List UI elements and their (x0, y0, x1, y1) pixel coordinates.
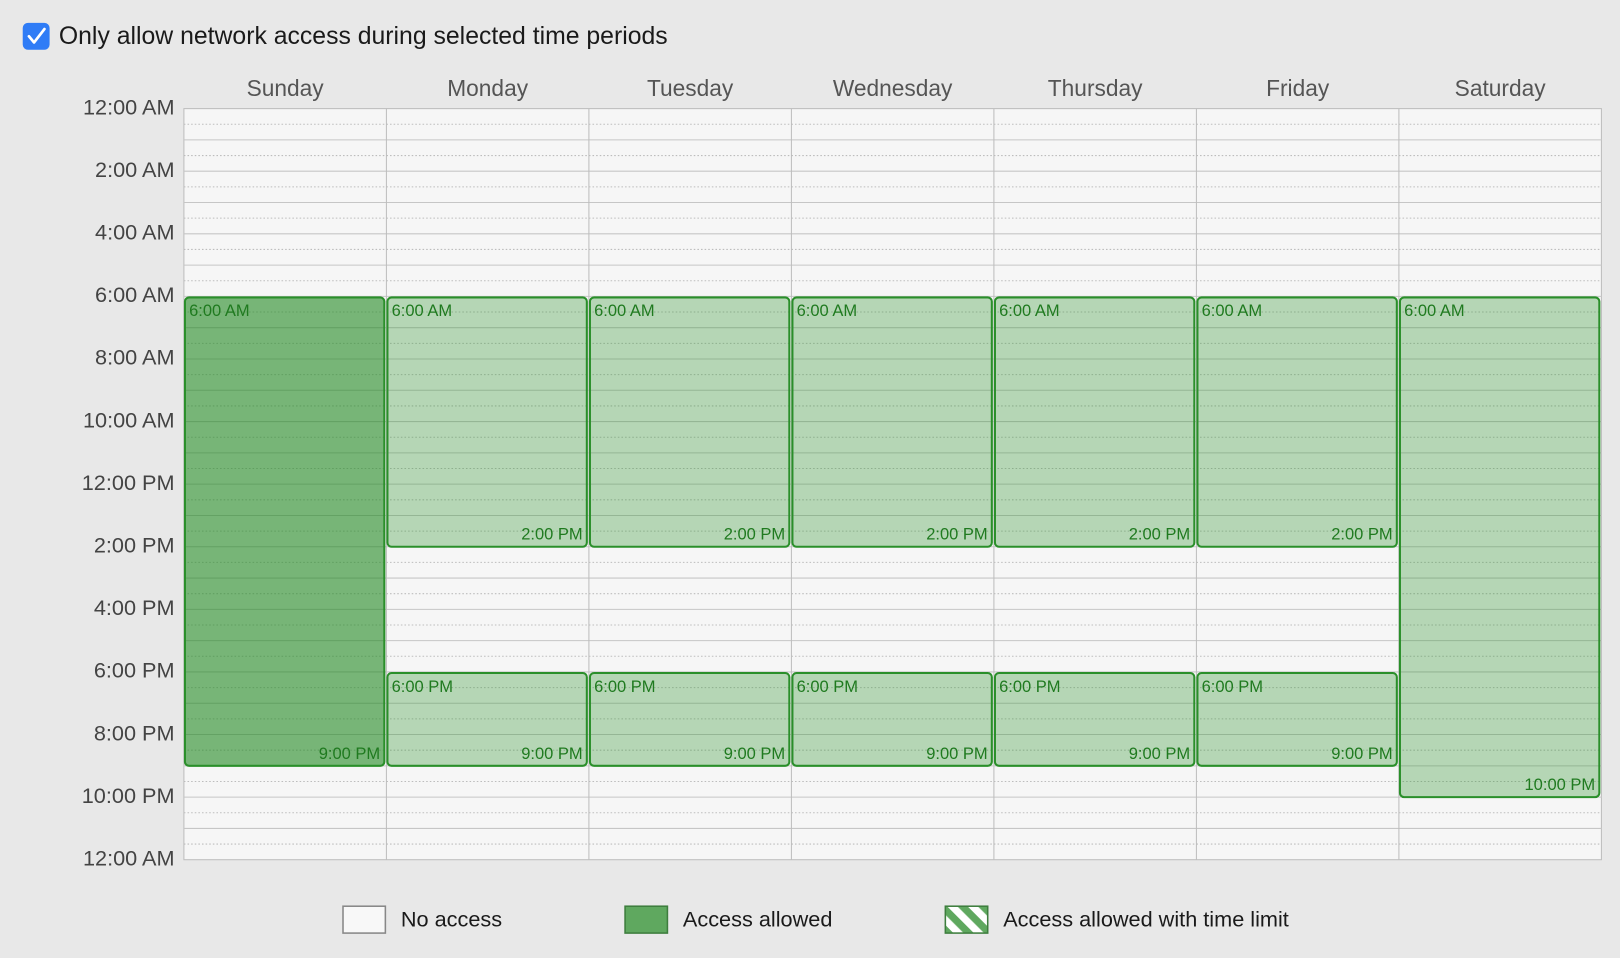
checkbox-label[interactable]: Only allow network access during selecte… (59, 23, 668, 50)
legend-label: Access allowed with time limit (1003, 906, 1289, 931)
block-end-label: 9:00 PM (724, 744, 786, 763)
access-block[interactable]: 6:00 PM 9:00 PM (791, 671, 993, 767)
access-block-rect[interactable] (1398, 296, 1601, 799)
time-label: 2:00 AM (95, 157, 175, 182)
access-block-rect[interactable] (386, 296, 588, 548)
block-end-label: 2:00 PM (1331, 525, 1393, 544)
block-end-label: 10:00 PM (1525, 775, 1596, 794)
block-end-label: 9:00 PM (1129, 744, 1191, 763)
access-block-rect[interactable] (588, 671, 791, 767)
block-end-label: 9:00 PM (1331, 744, 1393, 763)
day-header: Saturday (1455, 75, 1547, 101)
time-label: 10:00 PM (82, 783, 175, 808)
time-label: 8:00 PM (94, 720, 175, 745)
block-end-label: 9:00 PM (926, 744, 988, 763)
time-label: 12:00 AM (83, 94, 175, 119)
block-start-label: 6:00 AM (189, 301, 250, 320)
access-block[interactable]: 6:00 AM 10:00 PM (1398, 296, 1601, 799)
block-start-label: 6:00 AM (797, 301, 858, 320)
legend-swatch (624, 905, 669, 934)
legend-swatch (342, 905, 387, 934)
block-start-label: 6:00 AM (1202, 301, 1263, 320)
access-block-rect[interactable] (993, 296, 1196, 548)
day-header: Wednesday (833, 75, 953, 101)
legend-label: Access allowed (683, 906, 832, 931)
block-end-label: 2:00 PM (521, 525, 583, 544)
time-label: 4:00 PM (94, 595, 175, 620)
time-label: 6:00 AM (95, 282, 175, 307)
time-label: 4:00 AM (95, 220, 175, 245)
block-start-label: 6:00 AM (594, 301, 655, 320)
grid (183, 108, 1602, 860)
access-block-rect[interactable] (183, 296, 386, 767)
time-label: 2:00 PM (94, 532, 175, 557)
checkmark (27, 27, 46, 44)
access-block[interactable]: 6:00 AM 2:00 PM (588, 296, 791, 548)
blocks: 6:00 AM 9:00 PM 6:00 AM 2:00 PM 6:00 PM 9:00 … (183, 296, 1601, 799)
access-block-rect[interactable] (386, 671, 588, 767)
day-header: Tuesday (647, 75, 734, 101)
block-start-label: 6:00 PM (999, 677, 1061, 696)
access-block[interactable]: 6:00 PM 9:00 PM (1196, 671, 1398, 767)
day-header: Monday (447, 75, 528, 101)
access-block-rect[interactable] (791, 296, 993, 548)
access-block-rect[interactable] (791, 671, 993, 767)
access-block-rect[interactable] (588, 296, 791, 548)
access-block[interactable]: 6:00 PM 9:00 PM (588, 671, 791, 767)
legend-swatch (944, 905, 989, 934)
time-label: 6:00 PM (94, 658, 175, 683)
block-start-label: 6:00 AM (392, 301, 453, 320)
access-block[interactable]: 6:00 AM 2:00 PM (791, 296, 993, 548)
access-block[interactable]: 6:00 AM 9:00 PM (183, 296, 386, 767)
time-label: 8:00 AM (95, 345, 175, 370)
access-block[interactable]: 6:00 PM 9:00 PM (386, 671, 588, 767)
checkbox-box[interactable] (22, 22, 50, 50)
labels: Sunday Monday Tuesday Wednesday Thursday Frid… (82, 75, 1546, 870)
block-start-label: 6:00 PM (1202, 677, 1264, 696)
time-label: 12:00 AM (83, 845, 175, 870)
block-start-label: 6:00 PM (392, 677, 454, 696)
time-label: 12:00 PM (82, 470, 175, 495)
access-block[interactable]: 6:00 AM 2:00 PM (993, 296, 1196, 548)
access-block-rect[interactable] (1196, 671, 1398, 767)
access-block[interactable]: 6:00 PM 9:00 PM (993, 671, 1196, 767)
access-block[interactable]: 6:00 AM 2:00 PM (1196, 296, 1398, 548)
day-header: Friday (1266, 75, 1330, 101)
block-end-label: 2:00 PM (724, 525, 786, 544)
block-start-label: 6:00 PM (797, 677, 859, 696)
access-block-rect[interactable] (1196, 296, 1398, 548)
day-header: Thursday (1048, 75, 1143, 101)
block-end-label: 2:00 PM (926, 525, 988, 544)
access-block-rect[interactable] (993, 671, 1196, 767)
day-header: Sunday (247, 75, 325, 101)
checkbox[interactable] (22, 22, 50, 50)
block-start-label: 6:00 AM (999, 301, 1060, 320)
block-end-label: 9:00 PM (521, 744, 583, 763)
legend-label: No access (401, 906, 502, 931)
block-start-label: 6:00 AM (1404, 301, 1465, 320)
block-end-label: 2:00 PM (1129, 525, 1191, 544)
time-label: 10:00 AM (83, 407, 175, 432)
block-start-label: 6:00 PM (594, 677, 656, 696)
access-block[interactable]: 6:00 AM 2:00 PM (386, 296, 588, 548)
block-end-label: 9:00 PM (319, 744, 381, 763)
